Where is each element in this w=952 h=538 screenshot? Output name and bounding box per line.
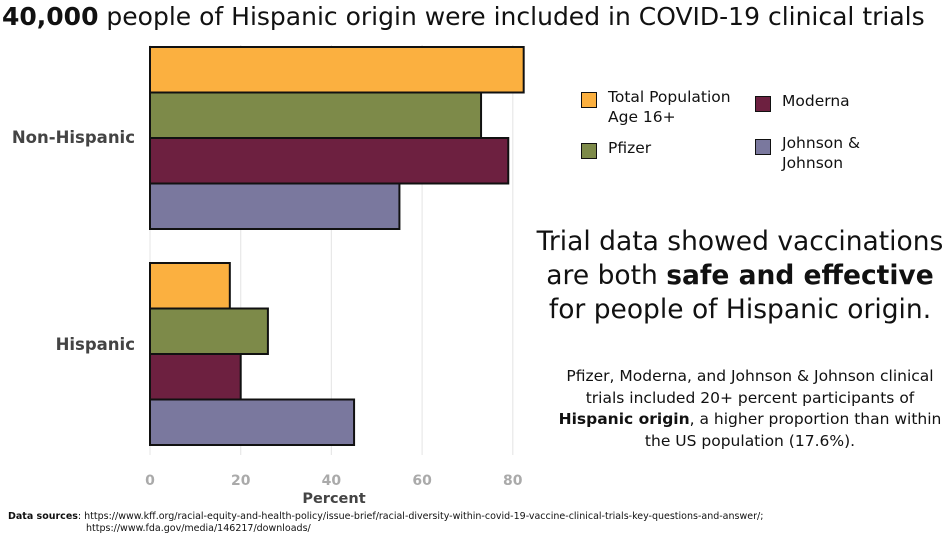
sources-line-2: https://www.fda.gov/media/146217/downloa… [86, 523, 311, 534]
x-tick-20: 20 [231, 473, 251, 489]
note-paragraph: Pfizer, Moderna, and Johnson & Johnson c… [556, 366, 944, 452]
legend-label-moderna: Moderna [782, 92, 850, 110]
legend-label-jnj-2: Johnson [782, 154, 844, 172]
chart-title: 40,000 people of Hispanic origin were in… [2, 2, 950, 32]
legend-swatch-jnj [755, 139, 771, 155]
note-post: , a higher proportion than within the US… [644, 410, 942, 450]
bar-hispanic-2 [149, 353, 242, 401]
x-tick-40: 40 [322, 473, 342, 489]
bar-non-hispanic-2 [149, 137, 510, 185]
bar-hispanic-3 [149, 398, 356, 446]
category-label-1: Hispanic [56, 335, 135, 354]
x-tick-60: 60 [412, 473, 432, 489]
bar-non-hispanic-0 [149, 46, 525, 94]
x-tick-labels: 0 20 40 60 80 [145, 473, 523, 489]
bar-hispanic-0 [149, 262, 231, 310]
bar-hispanic-1 [149, 307, 269, 355]
title-bold: 40,000 [2, 2, 99, 31]
headline-line-3: for people of Hispanic origin. [548, 294, 932, 325]
note-bold: Hispanic origin [558, 410, 690, 428]
data-sources: Data sources: https://www.kff.org/racial… [8, 511, 948, 535]
legend-label-total-2: Age 16+ [608, 108, 676, 126]
bars [149, 46, 525, 446]
category-label-0: Non-Hispanic [12, 128, 135, 147]
x-axis-label: Percent [302, 491, 365, 507]
legend-swatch-total [581, 92, 597, 108]
legend-label-pfizer: Pfizer [608, 139, 652, 157]
category-labels: Non-Hispanic Hispanic [12, 128, 135, 354]
legend-swatch-moderna [755, 96, 771, 112]
headline: Trial data showed vaccinations are both … [530, 225, 950, 327]
legend-label-total-1: Total Population [608, 88, 731, 106]
note-pre: Pfizer, Moderna, and Johnson & Johnson c… [566, 367, 934, 407]
title-rest: people of Hispanic origin were included … [98, 2, 925, 31]
x-tick-0: 0 [145, 473, 155, 489]
x-tick-80: 80 [503, 473, 523, 489]
headline-line-2-pre: are both [546, 260, 667, 291]
legend-swatch-pfizer [581, 143, 597, 159]
bar-non-hispanic-3 [149, 182, 401, 230]
sources-line-1: : https://www.kff.org/racial-equity-and-… [77, 511, 764, 522]
sources-label: Data sources [8, 511, 78, 522]
legend-label-jnj-1: Johnson & [782, 134, 861, 152]
headline-line-1: Trial data showed vaccinations [536, 226, 944, 257]
headline-line-2-bold: safe and effective [666, 260, 934, 291]
bar-non-hispanic-1 [149, 91, 483, 139]
